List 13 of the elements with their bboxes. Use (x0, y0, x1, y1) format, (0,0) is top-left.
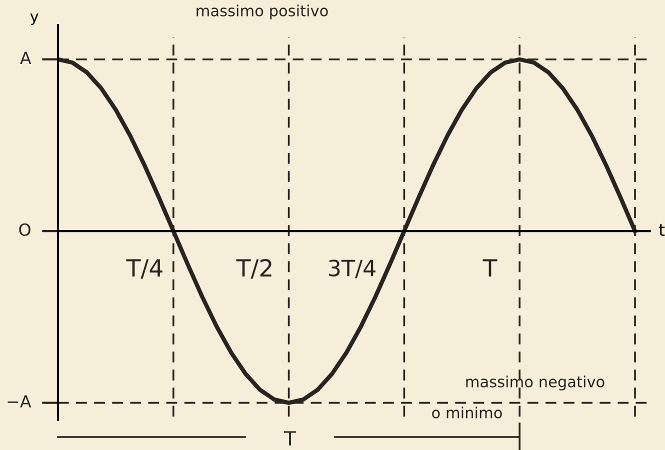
text: T (284, 431, 296, 446)
annotation: T (482, 259, 498, 277)
text: O (19, 223, 30, 236)
text: −A (8, 395, 32, 408)
annotation: T/2 (236, 258, 272, 279)
annotation: massimo negativo (466, 376, 604, 390)
annotation: 3T/4 (329, 260, 376, 278)
x-axis-title: t (659, 224, 665, 236)
annotation: T/4 (126, 259, 162, 279)
text: A (20, 52, 32, 64)
y-axis-title: y (30, 13, 38, 25)
text: massimo positivo (196, 4, 328, 20)
text: o minimo (432, 406, 502, 418)
